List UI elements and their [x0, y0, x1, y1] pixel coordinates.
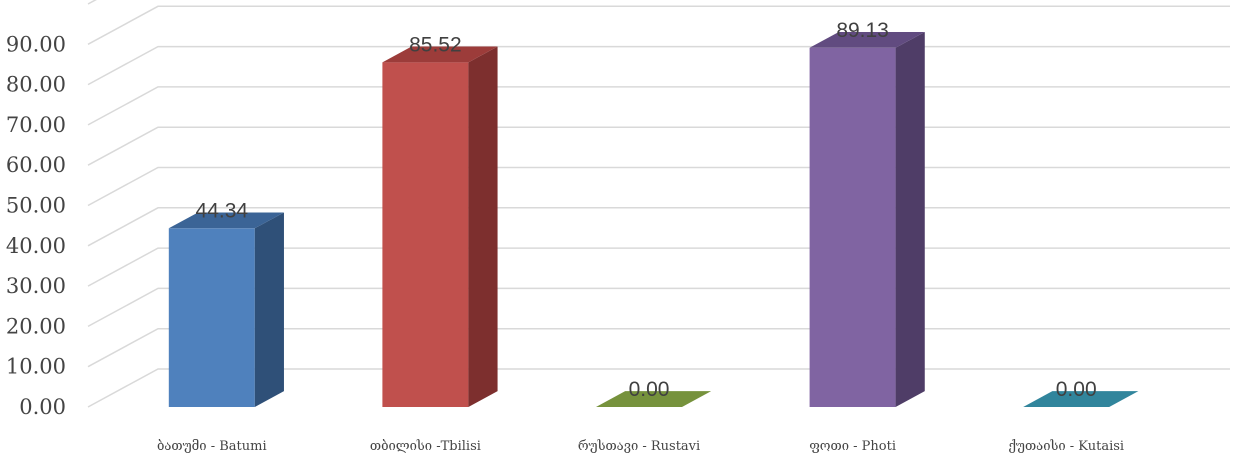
data-label: 0.00 [1056, 378, 1097, 401]
bar-top [168, 212, 284, 229]
gridline [87, 45, 1230, 86]
category-label: რუსთავი - Rustavi [578, 439, 700, 454]
gridline [87, 126, 1230, 166]
category-labels: ბათუმი - Batumi თბილისი -Tbilisi რუსთავი -… [157, 439, 1124, 454]
data-label: 85.52 [409, 33, 462, 56]
data-label: 89.13 [836, 19, 889, 42]
gridline [87, 166, 1230, 207]
bar-side [895, 31, 925, 407]
bar [596, 391, 712, 407]
y-tick-label: 60.00 [6, 153, 66, 177]
gridlines [87, 0, 1230, 408]
bar [809, 31, 925, 408]
data-labels: 44.34 85.52 0.00 89.13 0.00 [196, 19, 1097, 401]
bar [382, 46, 498, 408]
bar [1023, 391, 1139, 407]
bar [168, 212, 284, 407]
y-tick-label: 80.00 [6, 73, 66, 97]
y-tick-label: 0.00 [19, 395, 66, 419]
bar-front [168, 228, 255, 407]
category-label: ბათუმი - Batumi [157, 439, 267, 454]
bar-side [468, 46, 498, 408]
y-tick-label: 30.00 [6, 274, 66, 298]
y-tick-label: 10.00 [6, 355, 66, 379]
gridline [87, 0, 97, 5]
bar-top [382, 46, 498, 63]
bar-front [809, 47, 896, 408]
bar-top [596, 391, 712, 407]
bar-front [382, 62, 469, 407]
y-tick-label: 70.00 [6, 113, 66, 137]
data-label: 0.00 [629, 378, 670, 401]
data-label: 44.34 [196, 199, 249, 222]
y-tick-label: 90.00 [6, 32, 66, 56]
bar-side [254, 212, 284, 407]
y-tick-label: 50.00 [6, 194, 66, 218]
category-label: ქუთაისი - Kutaisi [1008, 439, 1124, 454]
gridline [87, 86, 1230, 126]
bar-top [1023, 391, 1139, 407]
category-label: ფოთი - Photi [809, 439, 896, 454]
y-tick-label: 20.00 [6, 314, 66, 338]
y-axis-ticks: 0.00 10.00 20.00 30.00 40.00 50.00 60.00 70.00 8… [6, 32, 66, 419]
category-label: თბილისი -Tbilisi [370, 439, 481, 454]
gridline [87, 5, 1230, 45]
y-tick-label: 40.00 [6, 234, 66, 258]
bars [168, 31, 1139, 408]
bar-top [809, 31, 925, 48]
